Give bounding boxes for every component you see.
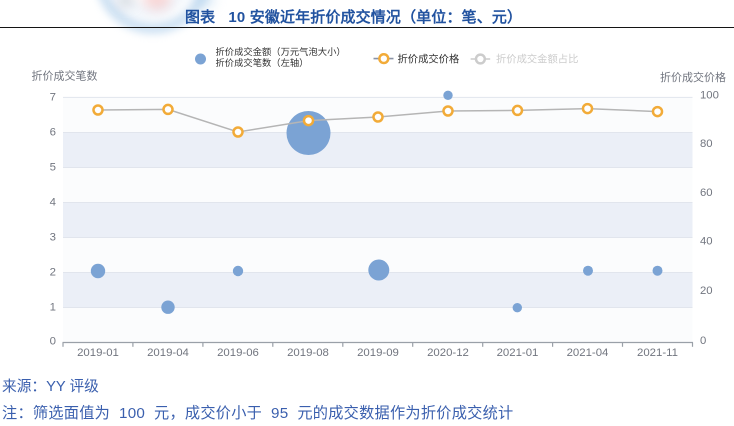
svg-text:2021-01: 2021-01 — [497, 347, 539, 359]
svg-text:2021-11: 2021-11 — [637, 347, 678, 359]
svg-text:2019-09: 2019-09 — [357, 347, 399, 359]
svg-text:100: 100 — [700, 89, 719, 101]
svg-text:折价成交笔数: 折价成交笔数 — [32, 69, 98, 83]
svg-text:2020-12: 2020-12 — [427, 347, 469, 359]
svg-text:折价成交笔数（左轴）: 折价成交笔数（左轴） — [216, 57, 309, 68]
svg-text:折价成交金额（万元气泡大小）: 折价成交金额（万元气泡大小） — [216, 46, 346, 57]
svg-text:2019-01: 2019-01 — [77, 347, 119, 359]
svg-text:2019-08: 2019-08 — [287, 347, 329, 359]
svg-text:60: 60 — [700, 187, 713, 199]
svg-text:折价成交价格: 折价成交价格 — [398, 53, 460, 66]
svg-text:3: 3 — [50, 232, 56, 244]
svg-text:0: 0 — [50, 336, 56, 348]
svg-text:5: 5 — [50, 162, 56, 174]
svg-text:2019-06: 2019-06 — [217, 347, 259, 359]
svg-text:2: 2 — [50, 267, 56, 279]
svg-text:6: 6 — [50, 127, 56, 139]
svg-text:20: 20 — [700, 285, 713, 297]
svg-text:0: 0 — [700, 335, 706, 347]
svg-text:1: 1 — [50, 302, 56, 314]
svg-text:折价成交价格: 折价成交价格 — [660, 70, 726, 84]
svg-text:2021-04: 2021-04 — [567, 347, 609, 359]
svg-text:折价成交金额占比: 折价成交金额占比 — [496, 53, 578, 66]
svg-text:7: 7 — [50, 91, 56, 103]
svg-text:2019-04: 2019-04 — [147, 347, 189, 359]
svg-text:80: 80 — [700, 138, 713, 150]
svg-text:4: 4 — [50, 197, 56, 209]
svg-text:40: 40 — [700, 235, 713, 247]
